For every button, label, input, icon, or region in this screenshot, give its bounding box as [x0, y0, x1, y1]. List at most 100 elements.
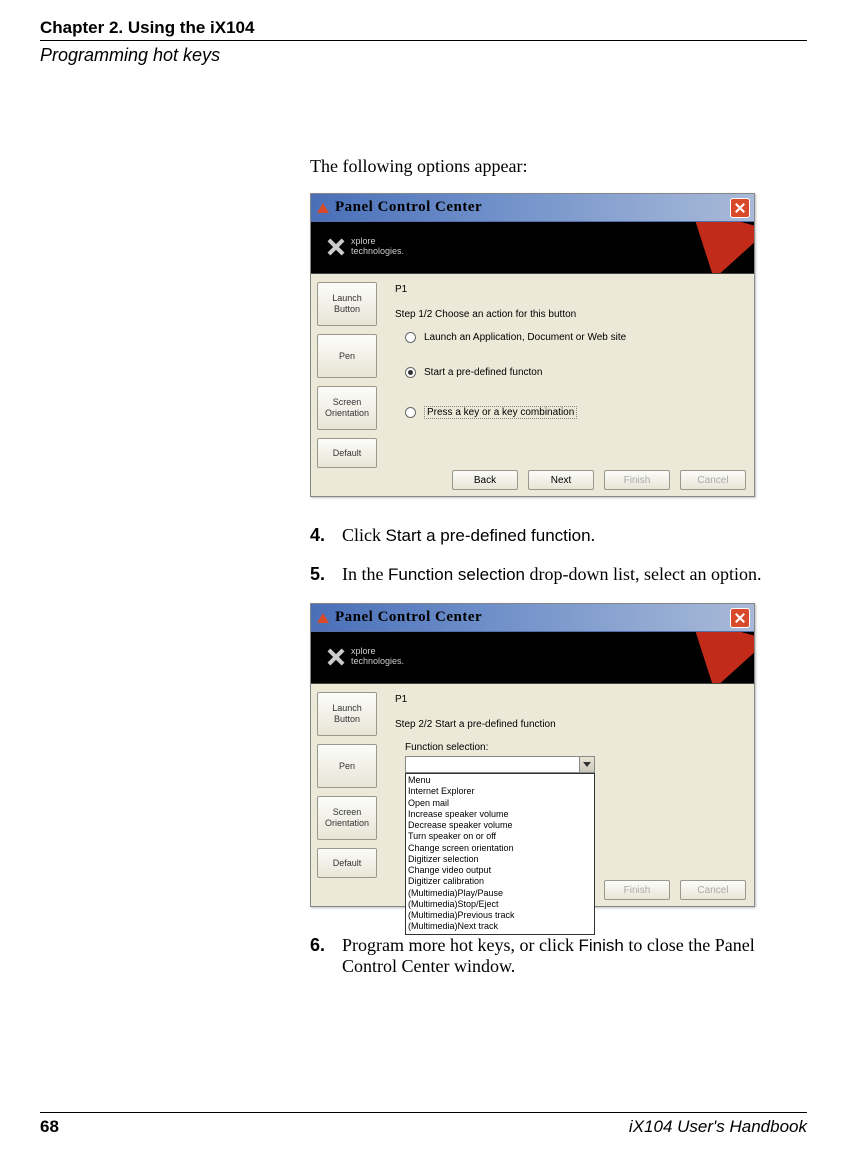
sidebar-item-pen[interactable]: Pen	[317, 334, 377, 378]
t: In the	[342, 564, 388, 584]
close-icon[interactable]	[730, 608, 750, 628]
logo-banner: xplore technologies.	[311, 222, 754, 274]
t: Program more hot keys, or click	[342, 935, 578, 955]
window-title: Panel Control Center	[335, 199, 482, 216]
title-triangle-icon	[317, 613, 329, 623]
dropdown-option[interactable]: Change screen orientation	[408, 843, 592, 854]
screenshot-2: Panel Control Center xplore technologies…	[310, 603, 787, 907]
dropdown-option[interactable]: Decrease speaker volume	[408, 820, 592, 831]
sidebar-item-screen[interactable]: Screen Orientation	[317, 386, 377, 430]
step-4: 4. Click Start a pre-defined function.	[310, 525, 787, 546]
step-5: 5. In the Function selection drop-down l…	[310, 564, 787, 585]
t: drop-down list, select an option.	[525, 564, 761, 584]
dropdown-option[interactable]: Increase speaker volume	[408, 809, 592, 820]
radio-icon-checked[interactable]	[405, 367, 416, 378]
logo-line2: technologies.	[351, 246, 404, 256]
radio-option-keypress[interactable]: Press a key or a key combination	[405, 406, 742, 419]
page-number: 68	[40, 1117, 59, 1137]
sidebar: Launch Button Pen Screen Orientation Def…	[311, 684, 383, 906]
main-panel: P1 Step 1/2 Choose an action for this bu…	[383, 274, 754, 496]
dropdown-area: Function selection: MenuInternet Explore…	[405, 742, 742, 935]
start-predef-label: Start a pre-defined function	[386, 526, 591, 545]
main-panel-2: P1 Step 2/2 Start a pre-defined function…	[383, 684, 754, 906]
radio-label: Launch an Application, Document or Web s…	[424, 332, 626, 343]
finish-button[interactable]: Finish	[604, 470, 670, 490]
cancel-button[interactable]: Cancel	[680, 470, 746, 490]
function-selection-label: Function selection	[388, 565, 525, 584]
step-number: 6.	[310, 935, 342, 956]
sidebar-item-launch[interactable]: Launch Button	[317, 692, 377, 736]
dropdown-option[interactable]: (Multimedia)Play/Pause	[408, 888, 592, 899]
chapter-title: Chapter 2. Using the iX104	[40, 18, 807, 38]
t: Click	[342, 525, 386, 545]
step-text: In the Function selection drop-down list…	[342, 564, 787, 585]
logo-line1: xplore	[351, 646, 376, 656]
panel-step-label: Step 2/2 Start a pre-defined function	[395, 719, 742, 730]
radio-label: Start a pre-defined functon	[424, 367, 542, 378]
radio-option-launch[interactable]: Launch an Application, Document or Web s…	[405, 332, 742, 343]
t: .	[591, 525, 596, 545]
section-subtitle: Programming hot keys	[40, 45, 807, 66]
cancel-button[interactable]: Cancel	[680, 880, 746, 900]
dropdown-option[interactable]: Turn speaker on or off	[408, 831, 592, 842]
close-icon[interactable]	[730, 198, 750, 218]
dropdown-option[interactable]: Internet Explorer	[408, 786, 592, 797]
logo-text: xplore technologies.	[351, 237, 404, 257]
panel-control-window: Panel Control Center xplore technologies…	[310, 193, 755, 497]
logo-x-icon	[325, 236, 347, 258]
sidebar-item-default[interactable]: Default	[317, 438, 377, 468]
panel-p1-label: P1	[395, 284, 742, 295]
screenshot-1: Panel Control Center xplore technologies…	[310, 193, 787, 497]
step-text: Click Start a pre-defined function.	[342, 525, 787, 546]
button-bar: Back Next Finish Cancel	[452, 470, 746, 490]
xplore-logo: xplore technologies.	[325, 236, 404, 258]
panel-control-window-2: Panel Control Center xplore technologies…	[310, 603, 755, 907]
panel-p1-label: P1	[395, 694, 742, 705]
dropdown-option[interactable]: Open mail	[408, 798, 592, 809]
finish-button[interactable]: Finish	[604, 880, 670, 900]
header-rule	[40, 40, 807, 41]
finish-label: Finish	[578, 936, 623, 955]
button-bar: Finish Cancel	[604, 880, 746, 900]
dropdown-option[interactable]: Digitizer selection	[408, 854, 592, 865]
window-titlebar: Panel Control Center	[311, 604, 754, 632]
sidebar-item-launch[interactable]: Launch Button	[317, 282, 377, 326]
sidebar-item-default[interactable]: Default	[317, 848, 377, 878]
sidebar-item-screen[interactable]: Screen Orientation	[317, 796, 377, 840]
dropdown-option[interactable]: Change video output	[408, 865, 592, 876]
function-dropdown[interactable]	[405, 756, 595, 773]
logo-text: xplore technologies.	[351, 647, 404, 667]
intro-text: The following options appear:	[310, 156, 787, 177]
banner-triangle-icon	[675, 222, 754, 274]
window-title: Panel Control Center	[335, 609, 482, 626]
window-body: Launch Button Pen Screen Orientation Def…	[311, 274, 754, 496]
logo-banner: xplore technologies.	[311, 632, 754, 684]
chevron-down-icon[interactable]	[579, 757, 594, 772]
sidebar-item-pen[interactable]: Pen	[317, 744, 377, 788]
dropdown-option[interactable]: Digitizer calibration	[408, 876, 592, 887]
dropdown-option[interactable]: Menu	[408, 775, 592, 786]
dropdown-option[interactable]: (Multimedia)Previous track	[408, 910, 592, 921]
window-body-2: Launch Button Pen Screen Orientation Def…	[311, 684, 754, 906]
step-number: 4.	[310, 525, 342, 546]
sidebar: Launch Button Pen Screen Orientation Def…	[311, 274, 383, 496]
radio-option-predefined[interactable]: Start a pre-defined functon	[405, 367, 742, 378]
panel-step-label: Step 1/2 Choose an action for this butto…	[395, 309, 742, 320]
banner-triangle-icon	[675, 632, 754, 684]
back-button[interactable]: Back	[452, 470, 518, 490]
dropdown-options-list[interactable]: MenuInternet ExplorerOpen mailIncrease s…	[405, 773, 595, 935]
step-text: Program more hot keys, or click Finish t…	[342, 935, 787, 977]
next-button[interactable]: Next	[528, 470, 594, 490]
dropdown-option[interactable]: (Multimedia)Next track	[408, 921, 592, 932]
xplore-logo: xplore technologies.	[325, 646, 404, 668]
handbook-title: iX104 User's Handbook	[629, 1117, 807, 1137]
step-number: 5.	[310, 564, 342, 585]
radio-icon[interactable]	[405, 407, 416, 418]
dropdown-option[interactable]: (Multimedia)Stop/Eject	[408, 899, 592, 910]
radio-label-boxed: Press a key or a key combination	[424, 406, 577, 419]
step-6: 6. Program more hot keys, or click Finis…	[310, 935, 787, 977]
title-triangle-icon	[317, 203, 329, 213]
footer-rule	[40, 1112, 807, 1113]
radio-icon[interactable]	[405, 332, 416, 343]
dropdown-label: Function selection:	[405, 742, 742, 753]
